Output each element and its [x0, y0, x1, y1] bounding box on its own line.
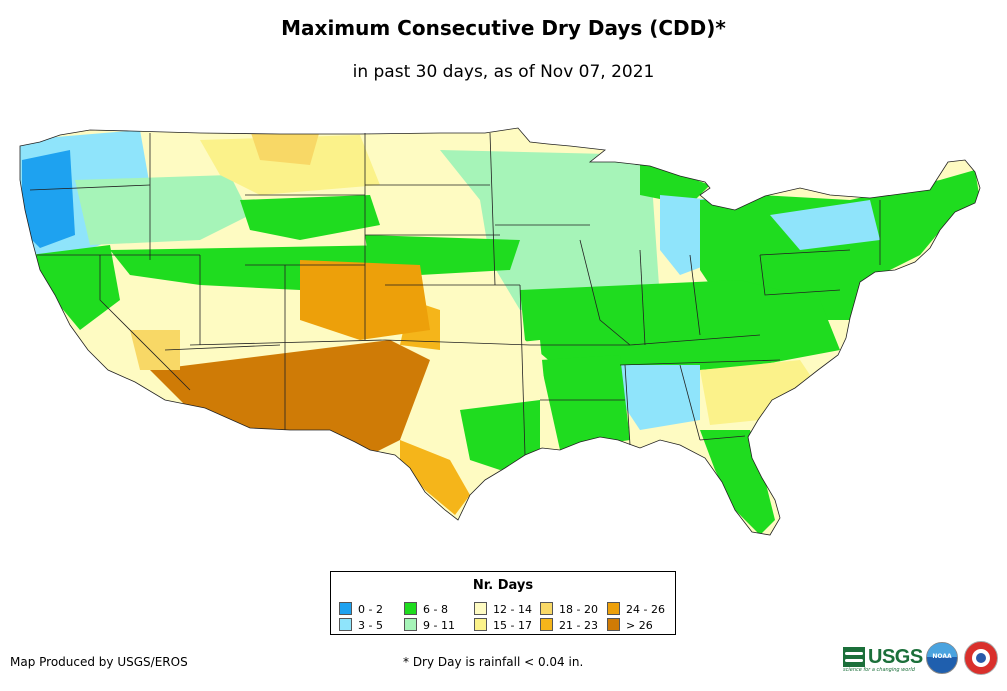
legend-swatch — [540, 602, 553, 615]
legend-item: 9 - 11 — [404, 618, 455, 632]
in-west-border — [639, 249, 646, 346]
washington-coast-0-2 — [22, 150, 75, 248]
legend-swatch — [474, 618, 487, 631]
legend-item: 3 - 5 — [339, 618, 383, 632]
legend-swatch — [607, 602, 620, 615]
tn-south-border — [619, 359, 781, 366]
legend-swatch — [607, 618, 620, 631]
il-border — [579, 239, 631, 346]
usgs-tagline: science for a changing world — [843, 667, 915, 673]
ms-al-border — [624, 364, 631, 446]
montana-north-18-20 — [250, 130, 320, 165]
ks-ok-border — [384, 339, 531, 346]
map-title: Maximum Consecutive Dry Days (CDD)* — [281, 16, 726, 40]
legend-swatch — [474, 602, 487, 615]
dry-days-shading — [20, 128, 980, 535]
state-boundaries — [19, 127, 981, 536]
usgs-logo: USGS — [843, 644, 923, 670]
northwest-9-11 — [75, 175, 250, 245]
mississippi-valley-6-8 — [540, 355, 630, 450]
legend: Nr. Days 0 - 2 3 - 5 6 - 8 9 - 11 12 - 1… — [330, 571, 676, 635]
us-outline — [19, 127, 981, 536]
carolinas-georgia-15-17 — [700, 360, 820, 425]
northern-plains-15-17 — [200, 135, 380, 195]
tn-north-border — [629, 334, 761, 346]
usgs-wave-icon — [843, 647, 865, 667]
legend-item: 12 - 14 — [474, 602, 532, 616]
dry-day-footnote: * Dry Day is rainfall < 0.04 in. — [403, 655, 584, 669]
montana-wyoming-6-8 — [240, 195, 380, 240]
ohio-valley-6-8 — [520, 280, 840, 370]
al-ga-border — [679, 364, 701, 441]
nws-logo — [964, 641, 998, 675]
legend-swatch — [540, 618, 553, 631]
legend-item: 0 - 2 — [339, 602, 383, 616]
fl-ga-border — [699, 435, 746, 441]
northern-california-6-8 — [30, 245, 120, 330]
nws-emblem-icon — [976, 653, 986, 663]
mn-west-border — [489, 132, 496, 286]
legend-swatch — [339, 602, 352, 615]
four-corners-line — [189, 339, 386, 346]
mo-west-border — [519, 284, 526, 456]
legend-item: 6 - 8 — [404, 602, 448, 616]
legend-swatch — [404, 602, 417, 615]
florida-6-8 — [700, 430, 775, 535]
ca-nv-border — [99, 255, 191, 391]
legend-item: 18 - 20 — [540, 602, 598, 616]
pa-ny-border — [759, 249, 851, 256]
southern-california-18-20 — [130, 330, 180, 370]
nv-az-line — [164, 344, 281, 351]
pa-border — [759, 254, 841, 296]
map-credit: Map Produced by USGS/EROS — [10, 655, 188, 669]
legend-item: 15 - 17 — [474, 618, 532, 632]
new-york-3-5 — [770, 200, 880, 250]
southwest-over-26 — [150, 340, 430, 460]
oh-west-border — [689, 254, 701, 336]
legend-swatch — [404, 618, 417, 631]
legend-title: Nr. Days — [472, 578, 534, 593]
legend-item: > 26 — [607, 618, 653, 632]
legend-item: 24 - 26 — [607, 602, 665, 616]
midwest-9-11 — [440, 150, 660, 310]
wa-or-border — [29, 184, 151, 191]
legend-item: 21 - 23 — [540, 618, 598, 632]
map-subtitle: in past 30 days, as of Nov 07, 2021 — [352, 62, 655, 82]
alabama-3-5 — [620, 365, 700, 430]
south-texas-21-23 — [400, 440, 470, 515]
upper-michigan-6-8 — [640, 160, 710, 205]
noaa-logo: NOAA — [926, 642, 958, 674]
legend-swatch — [339, 618, 352, 631]
gulf-coast-texas-6-8 — [460, 400, 540, 470]
